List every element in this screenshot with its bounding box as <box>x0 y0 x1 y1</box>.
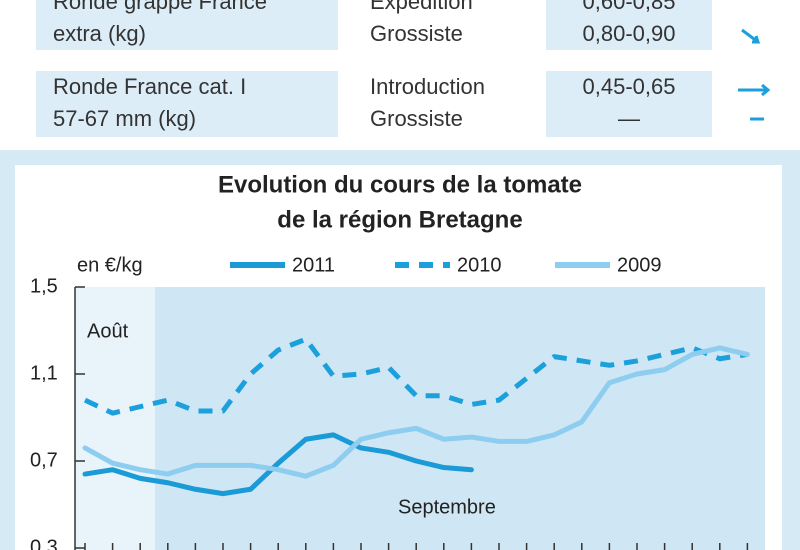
arrow-icon <box>741 28 761 44</box>
arrow-icon <box>738 83 771 97</box>
cell-text: Introduction <box>370 74 485 99</box>
cell-text: 57-67 mm (kg) <box>53 106 197 131</box>
legend-label: 2011 <box>292 254 335 276</box>
annotation: Août <box>87 320 129 342</box>
legend-label: 2010 <box>457 254 502 276</box>
cell-text: — <box>618 106 640 131</box>
cell-text: extra (kg) <box>53 21 146 46</box>
cell-text: Grossiste <box>370 106 463 131</box>
table-cell: Introduction Grossiste <box>353 71 560 137</box>
series-line <box>83 336 748 416</box>
series-line <box>82 432 474 497</box>
aout-band <box>75 287 155 550</box>
y-tick-label: 0,3 <box>30 536 58 550</box>
y-tick-label: 1,1 <box>30 362 58 384</box>
table-cell: 0,45-0,65 — <box>546 71 712 137</box>
legend-label: 2009 <box>617 254 662 276</box>
y-axis-label: en €/kg <box>77 254 143 276</box>
table-cell: 0,60-0,85 0,80-0,90 <box>546 0 712 50</box>
cell-text: 0,60-0,85 <box>582 0 676 14</box>
cell-text: Ronde grappe France <box>53 0 268 14</box>
table-cell: Ronde France cat. I 57-67 mm (kg) <box>36 71 338 137</box>
table-cell: Expédition Grossiste <box>353 0 560 50</box>
table: Ronde grappe France extra (kg) Expédition… <box>0 0 800 150</box>
cell-text: 0,45-0,65 <box>582 74 676 99</box>
y-tick-label: 0,7 <box>30 449 58 471</box>
annotation: Septembre <box>398 496 496 518</box>
arrows <box>738 28 771 121</box>
y-tick-label: 1,5 <box>30 275 58 297</box>
series-line <box>82 345 750 479</box>
plot-area <box>155 287 765 550</box>
cell-text: Grossiste <box>370 21 463 46</box>
chart-title: Evolution du cours de la tomate <box>218 171 582 198</box>
table-cell: Ronde grappe France extra (kg) <box>36 0 338 50</box>
cell-text: 0,80-0,90 <box>582 21 676 46</box>
cell-text: Ronde France cat. I <box>53 74 247 99</box>
chart-subtitle: de la région Bretagne <box>277 206 522 233</box>
cell-text: Expédition <box>370 0 473 14</box>
